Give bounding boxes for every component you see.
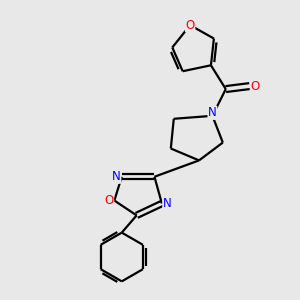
Text: O: O <box>250 80 260 93</box>
Text: N: N <box>112 170 121 183</box>
Text: N: N <box>208 106 217 119</box>
Text: O: O <box>185 19 195 32</box>
Text: N: N <box>163 197 172 210</box>
Text: O: O <box>104 194 114 207</box>
